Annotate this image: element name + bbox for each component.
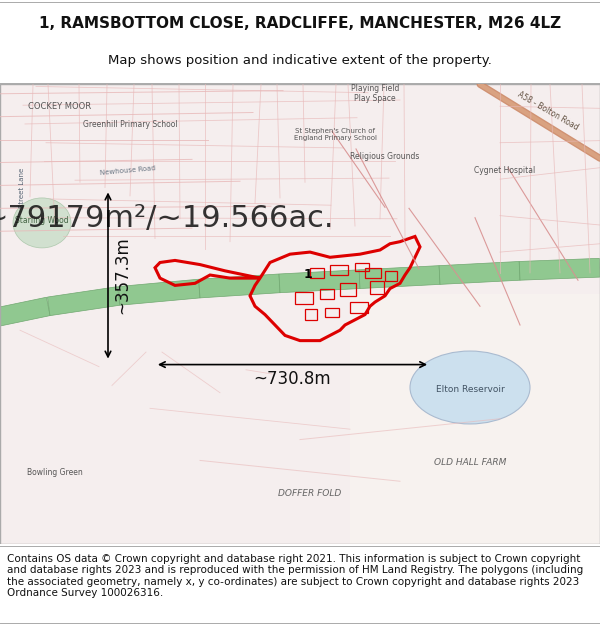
- Bar: [310, 268, 324, 278]
- Text: 1: 1: [304, 269, 313, 281]
- Text: COCKEY MOOR: COCKEY MOOR: [28, 102, 91, 111]
- Bar: [199, 274, 280, 298]
- Text: Greenhill Primary School: Greenhill Primary School: [83, 121, 178, 129]
- Bar: [365, 268, 381, 278]
- Bar: [385, 271, 397, 281]
- Bar: [320, 289, 334, 299]
- Bar: [47, 287, 120, 316]
- Text: St Stephen's Church of
England Primary School: St Stephen's Church of England Primary S…: [293, 128, 377, 141]
- Text: Contains OS data © Crown copyright and database right 2021. This information is : Contains OS data © Crown copyright and d…: [7, 554, 583, 598]
- Bar: [0, 298, 50, 326]
- Bar: [295, 292, 313, 304]
- Bar: [355, 262, 369, 271]
- Text: Map shows position and indicative extent of the property.: Map shows position and indicative extent…: [108, 54, 492, 68]
- Text: Bowling Green: Bowling Green: [27, 468, 83, 478]
- Text: Playing Field
Play Space: Playing Field Play Space: [351, 84, 399, 104]
- Ellipse shape: [410, 351, 530, 424]
- Text: Cygnet Hospital: Cygnet Hospital: [474, 166, 535, 176]
- Bar: [118, 279, 200, 305]
- Bar: [325, 308, 339, 317]
- Bar: [340, 283, 356, 296]
- Text: DOFFER FOLD: DOFFER FOLD: [278, 489, 341, 498]
- Text: OLD HALL FARM: OLD HALL FARM: [434, 458, 506, 467]
- Bar: [305, 309, 317, 320]
- Ellipse shape: [13, 198, 71, 248]
- Bar: [279, 270, 360, 292]
- Text: Starling Wood: Starling Wood: [15, 216, 69, 226]
- Bar: [370, 281, 384, 294]
- Text: A58 - Bolton Road: A58 - Bolton Road: [516, 91, 580, 132]
- Bar: [350, 302, 368, 312]
- Text: ~730.8m: ~730.8m: [254, 370, 331, 388]
- Text: ~357.3m: ~357.3m: [113, 237, 131, 314]
- Bar: [520, 258, 600, 280]
- Bar: [350, 294, 600, 544]
- Bar: [330, 264, 348, 275]
- Bar: [439, 261, 520, 284]
- Text: 1, RAMSBOTTOM CLOSE, RADCLIFFE, MANCHESTER, M26 4LZ: 1, RAMSBOTTOM CLOSE, RADCLIFFE, MANCHEST…: [39, 16, 561, 31]
- Text: ~79179m²/~19.566ac.: ~79179m²/~19.566ac.: [0, 204, 334, 233]
- Text: Newhouse Road: Newhouse Road: [100, 166, 156, 176]
- Bar: [359, 266, 440, 289]
- Text: Street Lane: Street Lane: [19, 168, 25, 208]
- Text: Elton Reservoir: Elton Reservoir: [436, 385, 505, 394]
- Text: Religious Grounds: Religious Grounds: [350, 152, 419, 161]
